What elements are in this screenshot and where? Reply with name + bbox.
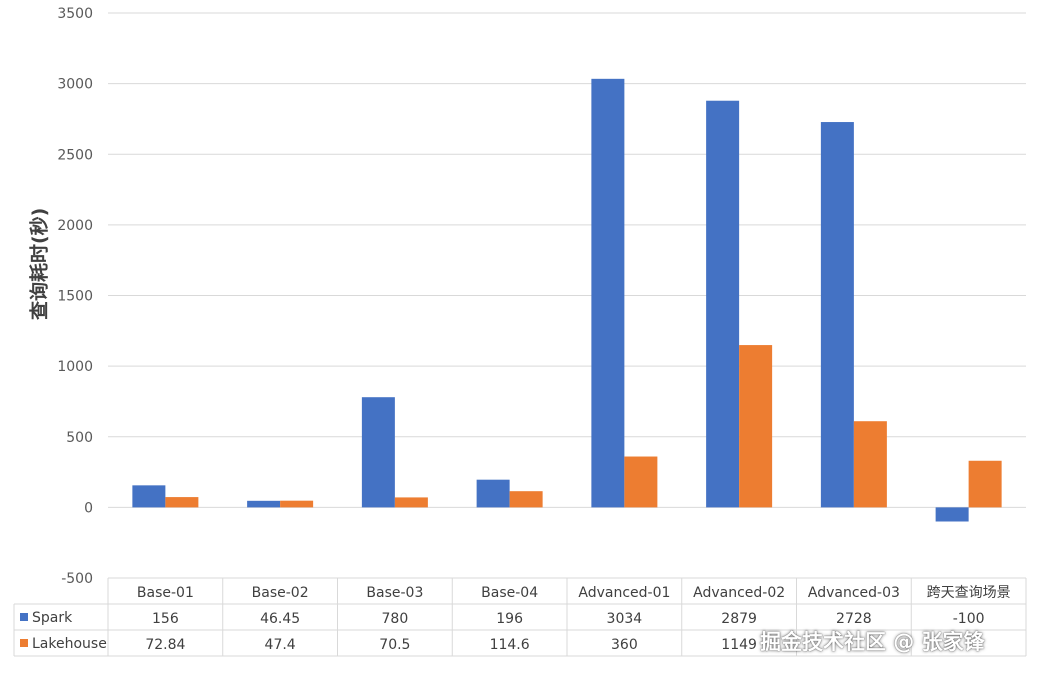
bar-spark-3	[476, 479, 510, 508]
y-tick-label: -500	[61, 571, 93, 587]
data-label: 3034	[607, 611, 643, 627]
legend-label-lakehouse: Lakehouse	[32, 636, 107, 652]
y-tick-label: 3500	[57, 6, 93, 22]
data-label: 47.4	[265, 637, 296, 653]
y-tick-label: 0	[84, 500, 93, 516]
y-tick-label: 2500	[57, 147, 93, 163]
bar-lakehouse-6	[853, 421, 887, 508]
category-label: 跨天查询场景	[927, 585, 1011, 601]
bar-spark-5	[706, 100, 740, 508]
category-label: Base-01	[137, 585, 194, 601]
data-label: 114.6	[490, 637, 530, 653]
legend-swatch-lakehouse	[20, 639, 28, 647]
data-label: 780	[382, 611, 409, 627]
watermark: 掘金技术社区 @ 张家锋	[760, 630, 985, 654]
data-label: 360	[611, 637, 638, 653]
bar-spark-1	[247, 500, 281, 508]
legend-swatch-spark	[20, 613, 28, 621]
bar-spark-2	[361, 397, 395, 508]
y-tick-label: 2000	[57, 218, 93, 234]
bar-lakehouse-2	[394, 497, 428, 508]
category-label: Base-04	[481, 585, 538, 601]
bar-lakehouse-0	[165, 497, 199, 508]
y-tick-label: 3000	[57, 77, 93, 93]
legend-label-spark: Spark	[32, 610, 73, 626]
bar-lakehouse-3	[509, 491, 543, 508]
data-label: 72.84	[145, 637, 185, 653]
category-label: Advanced-03	[808, 585, 900, 601]
bar-lakehouse-7	[968, 460, 1002, 508]
data-label: 2728	[836, 611, 872, 627]
data-label: 2879	[721, 611, 757, 627]
data-label: 156	[152, 611, 179, 627]
y-tick-label: 500	[66, 430, 93, 446]
bar-spark-0	[132, 485, 166, 508]
y-tick-label: 1500	[57, 289, 93, 305]
bar-lakehouse-4	[624, 456, 658, 508]
category-label: Base-03	[366, 585, 423, 601]
bar-lakehouse-1	[280, 500, 314, 508]
category-label: Base-02	[252, 585, 309, 601]
bar-spark-4	[591, 78, 625, 508]
data-label: 46.45	[260, 611, 300, 627]
data-label: 196	[496, 611, 523, 627]
category-label: Advanced-02	[693, 585, 785, 601]
bar-spark-7	[935, 507, 969, 522]
bar-lakehouse-5	[739, 345, 773, 508]
data-label: 70.5	[379, 637, 410, 653]
data-label: 1149	[721, 637, 757, 653]
data-label: -100	[953, 611, 985, 627]
bar-spark-6	[820, 122, 854, 508]
y-tick-label: 1000	[57, 359, 93, 375]
y-axis-label: 查询耗时(秒)	[28, 207, 51, 320]
category-label: Advanced-01	[578, 585, 670, 601]
